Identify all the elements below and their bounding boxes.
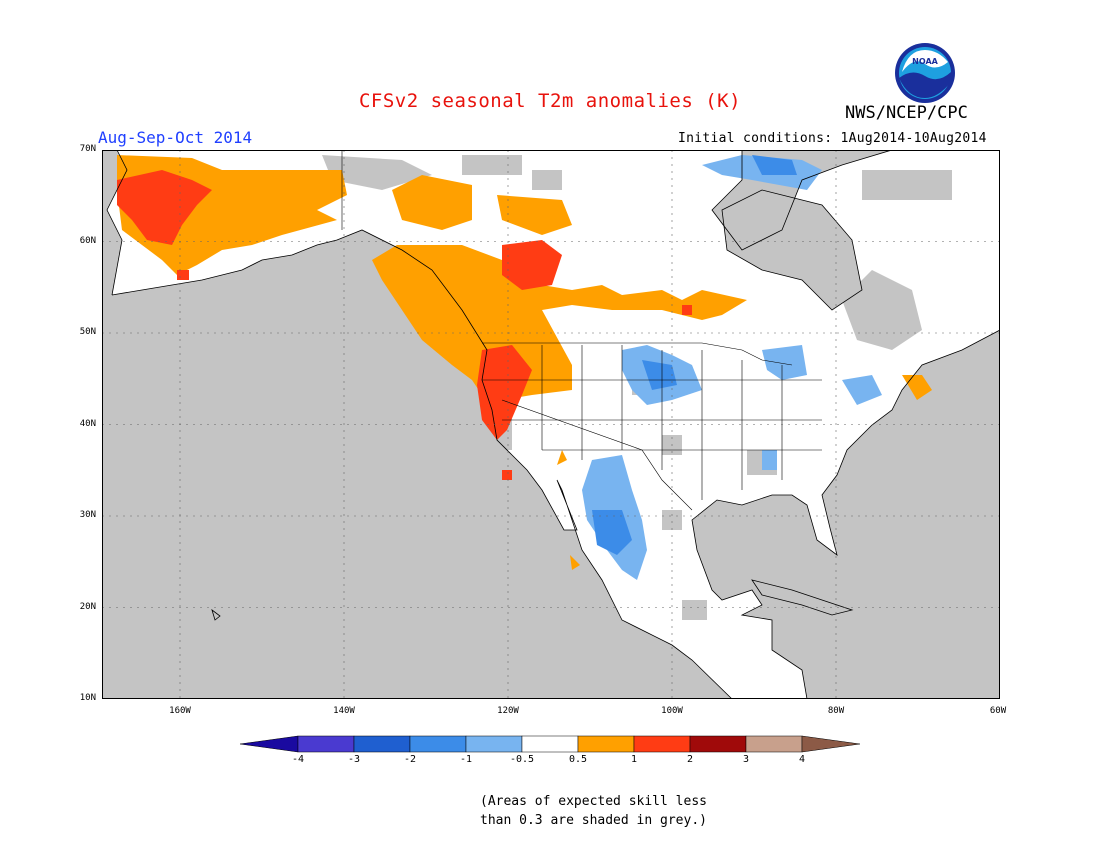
lon-label: 60W xyxy=(989,706,1007,716)
colorbar-label: -3 xyxy=(347,754,361,765)
lat-label: 40N xyxy=(79,419,96,429)
colorbar-segment xyxy=(353,735,411,753)
map-title: CFSv2 seasonal T2m anomalies (K) xyxy=(358,90,742,112)
lon-label: 120W xyxy=(497,706,519,716)
political-boundaries xyxy=(341,150,822,511)
colorbar-segment xyxy=(689,735,747,753)
colorbar-segment xyxy=(409,735,467,753)
colorbar-segment xyxy=(633,735,691,753)
organization-label: NWS/NCEP/CPC xyxy=(845,103,968,123)
skill-note-line: (Areas of expected skill less xyxy=(480,794,707,809)
lat-label: 20N xyxy=(79,602,96,612)
skill-note: (Areas of expected skill less than 0.3 a… xyxy=(480,792,707,830)
colorbar-label: 4 xyxy=(798,754,806,765)
anomaly-map xyxy=(102,150,1000,699)
north-america-land xyxy=(107,150,1000,699)
colorbar-segment xyxy=(240,735,299,753)
colorbar-label: 1 xyxy=(630,754,638,765)
skill-note-line: than 0.3 are shaded in grey.) xyxy=(480,813,707,828)
noaa-logo: NOAA xyxy=(895,43,955,103)
graticule xyxy=(102,150,1000,699)
colorbar-segment xyxy=(745,735,803,753)
colorbar-label: -4 xyxy=(291,754,305,765)
colorbar-label: 2 xyxy=(686,754,694,765)
logo-text: NOAA xyxy=(912,57,938,66)
colorbar-label: -2 xyxy=(403,754,417,765)
colorbar-segment xyxy=(577,735,635,753)
strong-warm-anomalies xyxy=(117,170,692,480)
colorbar-segment xyxy=(465,735,523,753)
lat-label: 70N xyxy=(79,144,96,154)
colorbar-label: 3 xyxy=(742,754,750,765)
colorbar-label: -0.5 xyxy=(509,754,535,765)
colorbar-label: 0.5 xyxy=(568,754,588,765)
strong-cool-anomalies xyxy=(592,155,797,555)
initial-conditions: Initial conditions: 1Aug2014-10Aug2014 xyxy=(678,131,987,146)
coastlines xyxy=(106,150,1000,699)
forecast-period: Aug-Sep-Oct 2014 xyxy=(98,128,253,147)
colorbar-segment xyxy=(801,735,860,753)
lat-label: 10N xyxy=(79,693,96,703)
map-frame xyxy=(102,150,1000,699)
colorbar-label: -1 xyxy=(459,754,473,765)
warm-anomalies xyxy=(117,155,932,570)
lat-label: 30N xyxy=(79,510,96,520)
lon-label: 140W xyxy=(333,706,355,716)
colorbar-segment xyxy=(297,735,355,753)
lon-label: 80W xyxy=(827,706,845,716)
color-legend xyxy=(240,735,860,753)
lon-label: 100W xyxy=(661,706,683,716)
lat-label: 60N xyxy=(79,236,96,246)
colorbar-segment xyxy=(521,735,579,753)
lat-label: 50N xyxy=(79,327,96,337)
lon-label: 160W xyxy=(169,706,191,716)
